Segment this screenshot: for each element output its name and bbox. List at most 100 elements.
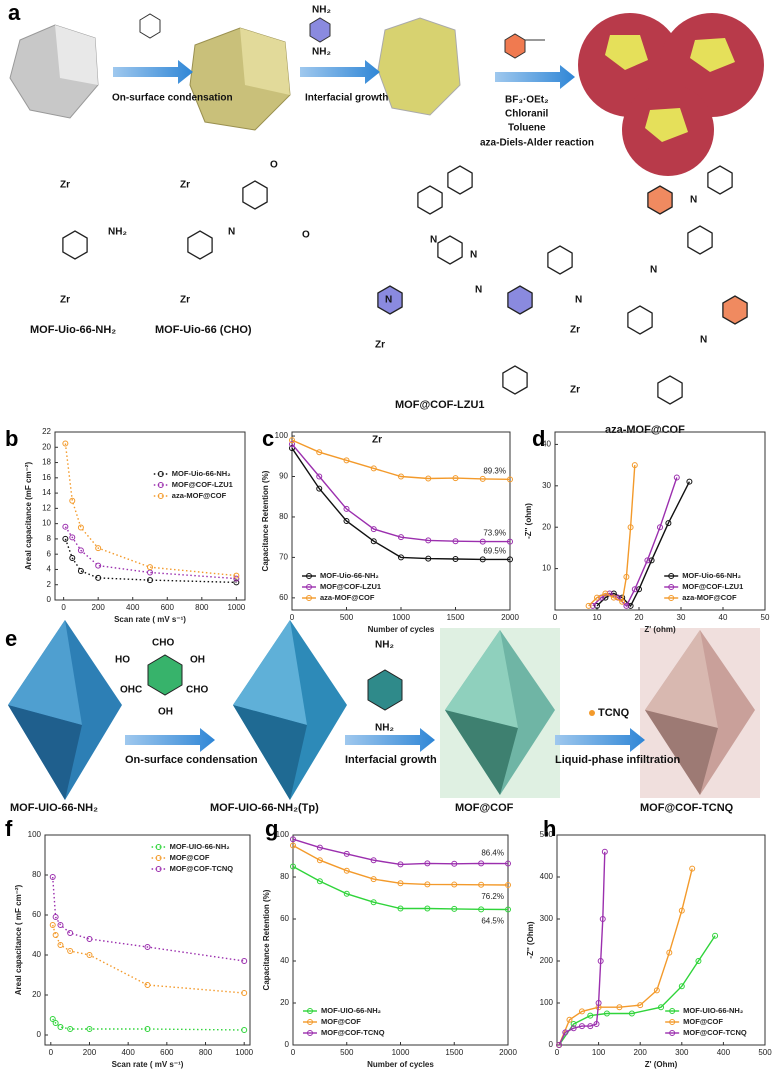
ring	[242, 180, 268, 210]
data-point	[678, 983, 685, 990]
scheme-a-graphics	[9, 13, 764, 176]
data-point	[86, 1026, 93, 1032]
legend-marker	[307, 1030, 313, 1036]
data-point	[587, 1012, 594, 1019]
series-line	[291, 439, 511, 480]
chart: 0 200 400 600 800 1000 0 20 40 60 80 100 Scan rate (…	[14, 830, 254, 1069]
legend-marker	[668, 595, 675, 601]
legend-marker	[307, 1008, 313, 1014]
x-axis-label: Z' (ohm)	[644, 625, 676, 634]
y-tick-label: 100	[275, 431, 289, 440]
data-point	[316, 473, 323, 480]
ring	[722, 295, 748, 325]
x-tick-label: 0	[555, 1048, 560, 1057]
data-point	[77, 567, 84, 574]
x-tick-label: 200	[634, 1048, 648, 1057]
data-point	[62, 535, 69, 542]
data-point	[343, 850, 350, 857]
legend-marker	[669, 1030, 676, 1036]
group-label: NH₂	[375, 640, 394, 651]
data-point	[144, 944, 151, 950]
series-line	[292, 844, 509, 886]
chart: 0 200 400 600 800 1000 0 2 4 6 8 10 12 14 16 18 20 22 Scan…	[24, 427, 246, 624]
group-label: CHO	[152, 638, 174, 649]
data-point	[343, 457, 350, 464]
x-tick-label: 800	[195, 603, 209, 612]
data-point	[69, 497, 76, 504]
y-tick-label: 10	[542, 564, 551, 573]
data-point	[398, 534, 404, 541]
legend-label: MOF@COF-TCNQ	[321, 1028, 385, 1037]
x-tick-label: 0	[49, 1048, 54, 1057]
condition: Toluene	[508, 123, 546, 134]
atom-label: N	[228, 227, 235, 238]
x-tick-label: 300	[675, 1048, 689, 1057]
ring	[502, 365, 528, 395]
end-label: 64.5%	[481, 917, 504, 926]
series-line	[558, 868, 693, 1046]
ring	[417, 185, 443, 215]
legend-label: MOF@COF-LZU1	[172, 480, 233, 489]
panel-label: g	[265, 816, 278, 841]
data-point	[578, 1008, 585, 1015]
data-point	[424, 881, 431, 888]
y-tick-label: 20	[542, 522, 551, 531]
series-line	[52, 1018, 245, 1031]
data-point	[505, 860, 511, 867]
data-point	[585, 602, 592, 609]
data-point	[623, 602, 630, 609]
y-tick-label: 12	[42, 503, 51, 512]
y-axis-label: Areal capacitance ( mF cm⁻²)	[14, 884, 23, 995]
structure-name: aza-MOF@COF	[605, 424, 685, 436]
series-line	[64, 526, 237, 580]
data-point	[478, 906, 485, 913]
y-tick-label: 0	[285, 1040, 290, 1049]
data-point	[424, 860, 431, 867]
ring	[687, 225, 713, 255]
x-tick-label: 30	[677, 613, 686, 622]
legend-label: MOF-Uio-66-NH₂	[320, 571, 379, 580]
structure-name: MOF-Uio-66 (CHO)	[155, 324, 252, 336]
data-point	[623, 573, 630, 580]
step-label: On-surface condensation	[125, 754, 258, 766]
y-tick-label: 0	[37, 1030, 42, 1039]
x-tick-label: 40	[719, 613, 728, 622]
data-point	[52, 914, 59, 920]
data-point	[290, 863, 296, 870]
series-line	[64, 443, 237, 577]
legend-label: MOF-UIO-66-NH₂	[683, 1006, 743, 1015]
y-tick-label: 14	[42, 488, 51, 497]
x-tick-label: 200	[83, 1048, 97, 1057]
data-point	[451, 881, 458, 888]
data-point	[619, 598, 626, 605]
y-tick-label: 20	[280, 998, 289, 1007]
panel-label: a	[8, 0, 21, 25]
legend-label: aza-MOF@COF	[172, 491, 227, 500]
legend-label: MOF@COF-TCNQ	[683, 1028, 747, 1037]
x-tick-label: 0	[290, 613, 295, 622]
chart: 0 500 1000 1500 2000 0 20 40 60 80 100 Number of cy…	[262, 830, 517, 1069]
data-point	[597, 958, 604, 964]
legend-marker	[157, 471, 164, 477]
legend-marker	[668, 573, 675, 579]
y-tick-label: 80	[32, 870, 41, 879]
x-axis-label: Scan rate ( mV s⁻¹)	[114, 615, 186, 624]
panel-label: b	[5, 426, 18, 451]
legend-label: MOF@COF-TCNQ	[170, 864, 234, 873]
data-point	[631, 586, 638, 593]
data-point	[570, 1021, 577, 1027]
legend-label: MOF@COF-LZU1	[320, 582, 381, 591]
y-tick-label: 0	[549, 1040, 554, 1049]
data-point	[507, 556, 513, 563]
plot-frame	[554, 431, 766, 611]
data-point	[52, 1020, 59, 1026]
y-tick-label: 90	[279, 472, 288, 481]
ring	[627, 305, 653, 335]
y-tick-label: 70	[279, 553, 288, 562]
legend-label: aza-MOF@COF	[682, 593, 737, 602]
data-point	[673, 474, 680, 481]
series-line	[52, 876, 245, 962]
dopant-label: TCNQ	[598, 707, 630, 719]
data-point	[594, 602, 600, 609]
legend-marker	[157, 493, 164, 499]
